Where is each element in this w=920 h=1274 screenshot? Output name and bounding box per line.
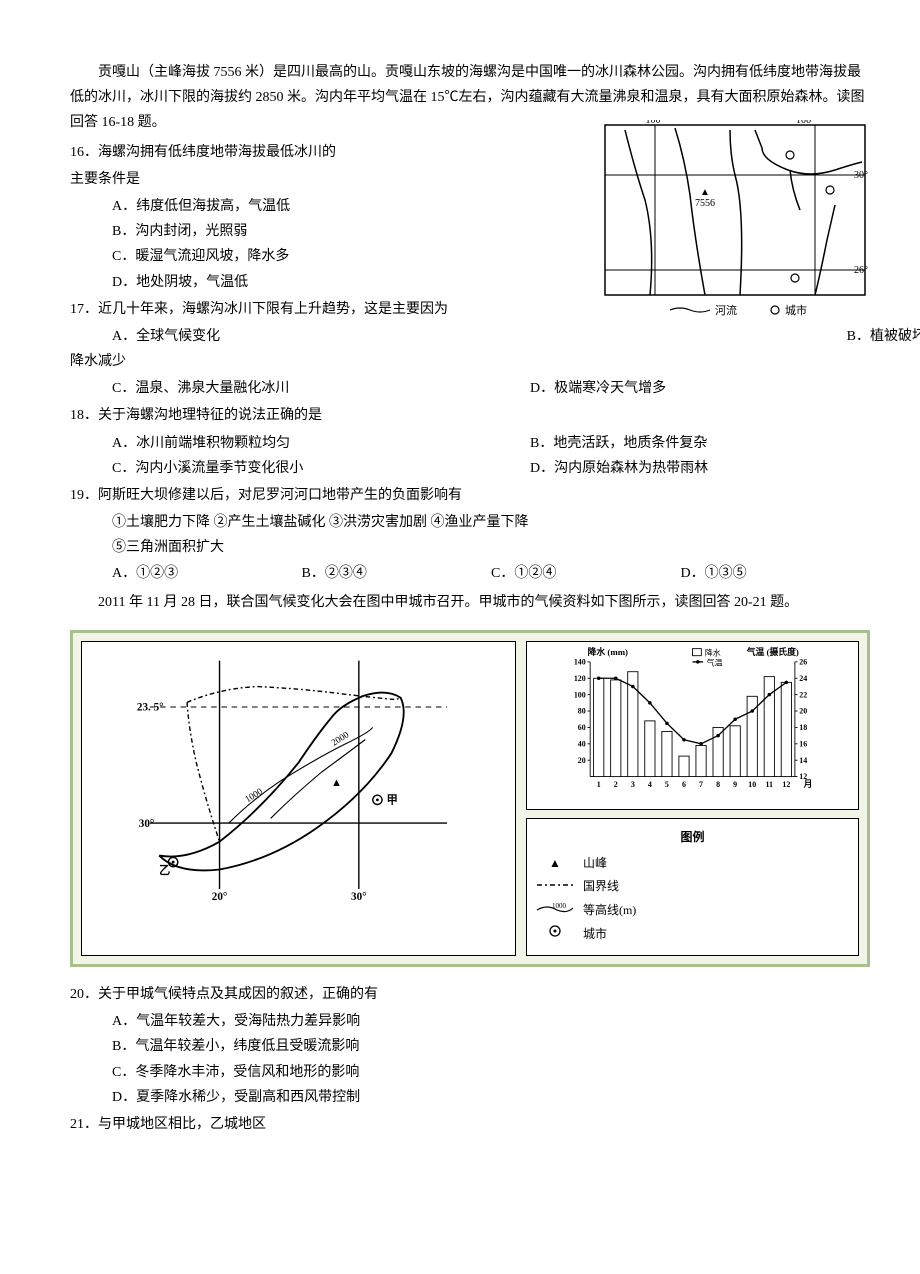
q17-opt-b: B．植被破坏， [847,324,920,349]
svg-text:1000: 1000 [552,902,567,910]
q17-opt-b-cont: 降水减少 [70,349,870,374]
q20-opt-c: C．冬季降水丰沛，受信风和地形的影响 [70,1060,870,1085]
svg-text:30°: 30° [351,891,367,902]
q17-opt-a: A．全球气候变化 [70,324,530,349]
q20-opt-a: A．气温年较差大，受海陆热力差异影响 [70,1009,870,1034]
svg-text:30°: 30° [139,818,155,830]
q18-opt-c: C．沟内小溪流量季节变化很小 [70,456,530,481]
svg-text:▲: ▲ [331,777,342,789]
q21: 21．与甲城地区相比，乙城地区 [70,1112,870,1137]
svg-text:气温: 气温 [707,657,723,667]
q16-opt-b: B．沟内封闭，光照弱 [70,219,870,244]
q19-opt-c: C．①②④ [491,561,681,586]
svg-text:降水 (mm): 降水 (mm) [588,646,628,657]
svg-text:7: 7 [699,780,703,789]
svg-text:20: 20 [799,707,807,716]
q19-opt-b: B．②③④ [302,561,492,586]
svg-text:20: 20 [578,756,586,765]
q17-opt-d: D．极端寒冷天气增多 [530,376,666,401]
svg-text:乙: 乙 [159,864,170,877]
q18-opt-a: A．冰川前端堆积物颗粒均匀 [70,431,530,456]
border-icon [535,876,575,898]
legend-peak: ▲ 山峰 [535,853,850,875]
svg-text:2: 2 [614,780,618,789]
q18: 18．关于海螺沟地理特征的说法正确的是 A．冰川前端堆积物颗粒均匀 B．地壳活跃… [70,403,870,481]
map-legend: 图例 ▲ 山峰 国界线 1000 等高线(m) 城市 [526,818,859,956]
q19-stem: 19．阿斯旺大坝修建以后，对尼罗河河口地带产生的负面影响有 [70,483,870,508]
q18-opt-d: D．沟内原始森林为热带雨林 [530,456,708,481]
q19-opt-d: D．①③⑤ [681,561,871,586]
svg-text:12: 12 [782,780,790,789]
svg-text:100°: 100° [646,120,665,126]
q17: 17．近几十年来，海螺沟冰川下限有上升趋势，这是主要因为 A．全球气候变化 B．… [70,297,870,402]
svg-text:16: 16 [799,739,807,748]
q20-opt-b: B．气温年较差小，纬度低且受暖流影响 [70,1034,870,1059]
svg-text:60: 60 [578,723,586,732]
q19-opt-a: A．①②③ [112,561,302,586]
q20-opt-d: D．夏季降水稀少，受副高和西风带控制 [70,1085,870,1110]
q18-opt-b: B．地壳活跃，地质条件复杂 [530,431,707,456]
city-icon [535,924,575,946]
svg-text:月: 月 [803,779,813,789]
svg-text:140: 140 [574,657,586,666]
map-panel: 1000 2000 ▲ 甲 乙 23. 5° 30° 20° 30° [81,641,516,956]
q19: 19．阿斯旺大坝修建以后，对尼罗河河口地带产生的负面影响有 ①土壤肥力下降 ②产… [70,483,870,586]
q19-items: ①土壤肥力下降 ②产生土壤盐碱化 ③洪涝灾害加剧 ④渔业产量下降 [70,510,870,535]
svg-text:10: 10 [748,780,756,789]
q17-opt-c: C．温泉、沸泉大量融化冰川 [70,376,530,401]
climate-chart: 降水 (mm)气温 (摄氏度)降水气温204060801001201401214… [526,641,859,810]
svg-text:降水: 降水 [705,648,721,658]
svg-text:120: 120 [574,674,586,683]
legend-contour: 1000 等高线(m) [535,900,850,922]
svg-text:100: 100 [574,690,586,699]
svg-text:20°: 20° [212,891,228,902]
q20: 20．关于甲城气候特点及其成因的叙述，正确的有 A．气温年较差大，受海陆热力差异… [70,982,870,1110]
q16-stem-2: 主要条件是 [70,167,870,192]
svg-text:106°: 106° [796,120,815,126]
intro-paragraph-2: 2011 年 11 月 28 日，联合国气候变化大会在图中甲城市召开。甲城市的气… [70,590,870,615]
q16-opt-d: D．地处阴坡，气温低 [70,270,870,295]
q16-opt-c: C．暖湿气流迎风坡，降水多 [70,244,870,269]
q21-stem: 21．与甲城地区相比，乙城地区 [70,1112,870,1137]
contour-icon: 1000 [535,900,575,922]
q16: 16．海螺沟拥有低纬度地带海拔最低冰川的 主要条件是 A．纬度低但海拔高，气温低… [70,140,870,295]
svg-text:3: 3 [631,780,635,789]
svg-text:26: 26 [799,657,807,666]
svg-text:气温 (摄氏度): 气温 (摄氏度) [746,646,799,657]
svg-text:80: 80 [578,707,586,716]
q20-stem: 20．关于甲城气候特点及其成因的叙述，正确的有 [70,982,870,1007]
svg-text:9: 9 [733,780,737,789]
peak-icon: ▲ [535,853,575,875]
legend-city: 城市 [535,924,850,946]
legend-border: 国界线 [535,876,850,898]
svg-text:6: 6 [682,780,686,789]
big-figure: 1000 2000 ▲ 甲 乙 23. 5° 30° 20° 30° 降水 (m… [70,630,870,967]
svg-text:1: 1 [597,780,601,789]
svg-text:14: 14 [799,756,807,765]
svg-text:4: 4 [648,780,652,789]
svg-text:40: 40 [578,739,586,748]
q18-stem: 18．关于海螺沟地理特征的说法正确的是 [70,403,870,428]
svg-text:5: 5 [665,780,669,789]
svg-text:11: 11 [765,780,773,789]
svg-text:8: 8 [716,780,720,789]
q16-stem-1: 16．海螺沟拥有低纬度地带海拔最低冰川的 [70,140,870,165]
svg-text:甲: 甲 [387,794,398,807]
svg-text:18: 18 [799,723,807,732]
q17-stem: 17．近几十年来，海螺沟冰川下限有上升趋势，这是主要因为 [70,297,870,322]
svg-text:23. 5°: 23. 5° [137,702,164,714]
svg-text:24: 24 [799,674,807,683]
legend-title: 图例 [535,827,850,849]
q16-opt-a: A．纬度低但海拔高，气温低 [70,194,870,219]
svg-text:22: 22 [799,690,807,699]
q19-items2: ⑤三角洲面积扩大 [70,535,870,560]
